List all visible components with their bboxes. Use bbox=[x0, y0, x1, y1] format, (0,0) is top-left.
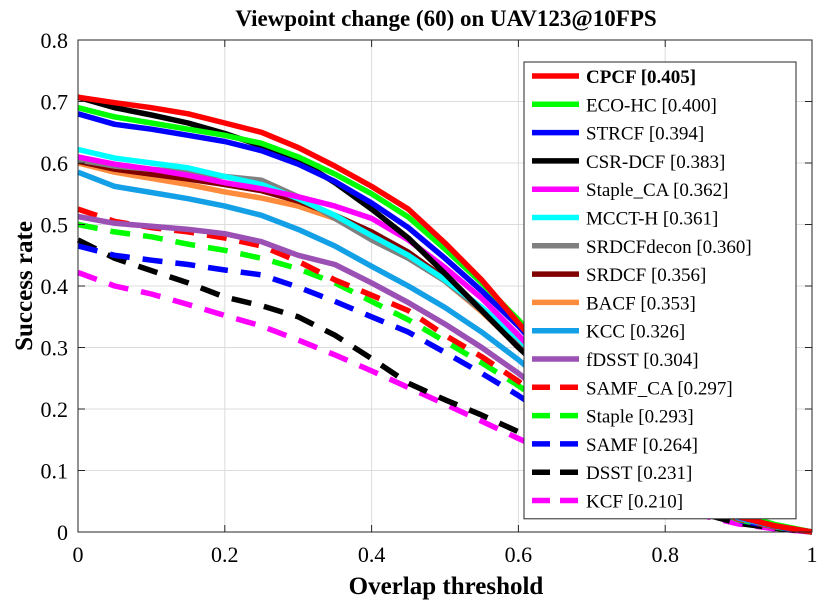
legend-label: KCF [0.210] bbox=[586, 492, 683, 513]
legend-label: STRCF [0.394] bbox=[586, 124, 704, 145]
legend-label: Staple_CA [0.362] bbox=[586, 180, 729, 201]
x-axis-label: Overlap threshold bbox=[349, 573, 544, 600]
legend-label: SAMF_CA [0.297] bbox=[586, 378, 733, 399]
x-tick-label: 0 bbox=[73, 542, 84, 567]
x-tick-label: 0.8 bbox=[651, 542, 679, 567]
legend-label: ECO-HC [0.400] bbox=[586, 95, 717, 116]
legend-label: SRDCFdecon [0.360] bbox=[586, 237, 752, 258]
y-axis-label: Success rate bbox=[11, 221, 38, 351]
legend-label: SAMF [0.264] bbox=[586, 435, 698, 456]
x-tick-label: 0.6 bbox=[505, 542, 533, 567]
x-tick-label: 0.2 bbox=[211, 542, 239, 567]
y-tick-label: 0.7 bbox=[41, 90, 69, 115]
legend-label: SRDCF [0.356] bbox=[586, 265, 706, 286]
legend-label: Staple [0.293] bbox=[586, 407, 694, 428]
y-tick-label: 0.4 bbox=[41, 274, 69, 299]
x-tick-label: 1 bbox=[807, 542, 818, 567]
y-tick-label: 0.1 bbox=[41, 459, 69, 484]
x-tick-label: 0.4 bbox=[358, 542, 386, 567]
legend-label: DSST [0.231] bbox=[586, 463, 692, 484]
y-axis: 0 0.1 0.2 0.3 0.4 0.5 0.6 0.7 0.8 bbox=[41, 28, 812, 545]
legend-label: MCCT-H [0.361] bbox=[586, 209, 718, 230]
legend-label: BACF [0.353] bbox=[586, 293, 696, 314]
chart-title: Viewpoint change (60) on UAV123@10FPS bbox=[235, 6, 656, 32]
y-tick-label: 0.2 bbox=[41, 397, 69, 422]
y-tick-label: 0.6 bbox=[41, 151, 69, 176]
y-tick-label: 0.5 bbox=[41, 213, 69, 238]
legend-label: CSR-DCF [0.383] bbox=[586, 152, 725, 173]
y-tick-label: 0.3 bbox=[41, 336, 69, 361]
legend-label: fDSST [0.304] bbox=[586, 350, 699, 371]
legend: CPCF [0.405] ECO-HC [0.400] STRCF [0.394] C… bbox=[523, 61, 797, 520]
x-axis: 0 0.2 0.4 0.6 0.8 1 bbox=[73, 40, 818, 567]
legend-label: KCC [0.326] bbox=[586, 322, 685, 343]
legend-label: CPCF [0.405] bbox=[586, 67, 696, 88]
y-tick-label: 0.8 bbox=[41, 28, 69, 53]
y-tick-label: 0 bbox=[57, 520, 68, 545]
